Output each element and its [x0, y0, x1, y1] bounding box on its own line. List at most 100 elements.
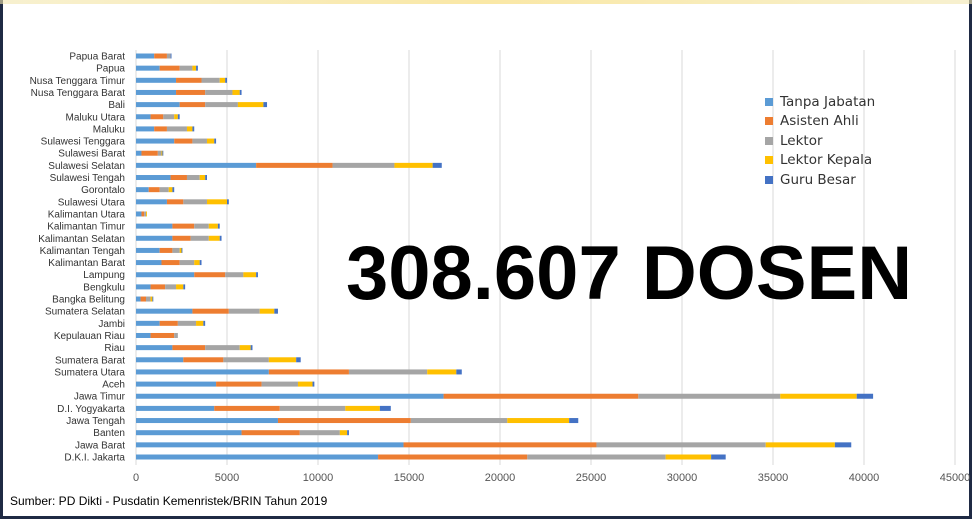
- bar-segment: [150, 114, 164, 120]
- bar-segment: [176, 77, 202, 83]
- legend-label: Guru Besar: [780, 171, 856, 188]
- bar-segment: [148, 187, 160, 193]
- bar-segment: [159, 187, 169, 193]
- bar-segment: [569, 418, 579, 424]
- bar-segment: [172, 345, 206, 351]
- bar-segment: [223, 357, 269, 363]
- bar-segment: [443, 393, 639, 399]
- bar-segment: [219, 77, 226, 83]
- category-label: Aceh: [102, 380, 125, 391]
- bar-segment: [166, 53, 171, 59]
- bar-segment: [217, 223, 220, 229]
- category-label: Banten: [93, 428, 125, 439]
- bar-segment: [174, 114, 178, 120]
- category-label: Sulawesi Tenggara: [41, 137, 126, 148]
- bar-segment: [277, 418, 411, 424]
- x-tick-label: 0: [133, 472, 139, 484]
- category-label: Sulawesi Barat: [58, 149, 125, 160]
- bar-segment: [159, 320, 178, 326]
- bar-segment: [177, 320, 197, 326]
- category-label: Papua: [96, 64, 125, 75]
- bar-segment: [150, 332, 175, 338]
- bar-segment: [136, 369, 269, 375]
- category-label: Sumatera Selatan: [45, 307, 125, 318]
- bar-segment: [136, 53, 155, 59]
- bar-segment: [205, 175, 207, 181]
- bar-segment: [146, 211, 147, 217]
- bar-segment: [140, 296, 147, 302]
- x-tick-label: 20000: [485, 472, 516, 484]
- bar-segment: [144, 211, 147, 217]
- bar-segment: [228, 308, 260, 314]
- bar-segment: [136, 308, 193, 314]
- category-label: Sumatera Utara: [54, 367, 125, 378]
- bar-segment: [205, 102, 238, 108]
- bar-segment: [136, 162, 257, 168]
- bar-segment: [136, 284, 151, 290]
- bar-segment: [162, 150, 164, 156]
- bar-segment: [216, 381, 262, 387]
- legend-item: Asisten Ahli: [765, 112, 875, 132]
- bar-segment: [136, 442, 404, 448]
- x-tick-label: 10000: [303, 472, 334, 484]
- bar-segment: [161, 150, 163, 156]
- bar-segment: [136, 405, 215, 411]
- bar-segment: [205, 345, 240, 351]
- bar-segment: [159, 247, 173, 253]
- top-decor-strip: [0, 0, 972, 4]
- bar-segment: [179, 247, 182, 253]
- bar-segment: [176, 284, 184, 290]
- legend-swatch: [765, 156, 773, 165]
- bar-segment: [172, 235, 191, 241]
- bar-segment: [378, 454, 528, 460]
- bar-segment: [136, 260, 162, 266]
- bar-segment: [765, 442, 835, 448]
- category-label: Lampung: [83, 270, 125, 281]
- bar-segment: [241, 430, 300, 436]
- bar-segment: [427, 369, 457, 375]
- category-label: Kalimantan Utara: [48, 209, 126, 220]
- bar-segment: [141, 150, 158, 156]
- bar-segment: [456, 369, 462, 375]
- bar-segment: [214, 405, 280, 411]
- bar-segment: [136, 332, 151, 338]
- bar-segment: [256, 162, 333, 168]
- bar-segment: [136, 454, 379, 460]
- x-tick-label: 5000: [215, 472, 239, 484]
- bar-segment: [194, 223, 209, 229]
- bar-segment: [136, 65, 160, 71]
- bar-segment: [219, 235, 222, 241]
- bar-segment: [170, 53, 172, 59]
- x-tick-labels: 0 5000 10000 15000 20000 25000 30000 35000 40000…: [133, 472, 970, 484]
- bar-segment: [136, 247, 160, 253]
- bar-segment: [177, 114, 180, 120]
- bar-segment: [227, 199, 229, 205]
- bar-segment: [152, 296, 154, 302]
- category-label: Kalimantan Selatan: [38, 234, 125, 245]
- category-label: Kalimantan Timur: [47, 222, 125, 233]
- bar-segment: [208, 235, 220, 241]
- category-label: Bangka Belitung: [52, 295, 125, 306]
- legend-swatch: [765, 136, 773, 145]
- bar-segment: [136, 138, 175, 144]
- bar-segment: [166, 126, 187, 132]
- bar-segment: [150, 284, 166, 290]
- bar-segment: [136, 114, 151, 120]
- bar-segment: [136, 89, 177, 95]
- bar-series: [136, 53, 874, 460]
- legend-item: Lektor: [765, 131, 875, 151]
- category-label: Nusa Tenggara Barat: [31, 88, 126, 99]
- bar-segment: [332, 162, 395, 168]
- legend-swatch: [765, 175, 773, 184]
- bar-segment: [157, 150, 162, 156]
- bar-segment: [596, 442, 766, 448]
- bar-segment: [348, 369, 428, 375]
- bar-segment: [190, 235, 209, 241]
- category-label: Maluku: [93, 124, 125, 135]
- legend-swatch: [765, 117, 773, 126]
- bar-segment: [136, 223, 173, 229]
- bar-segment: [181, 247, 183, 253]
- bar-segment: [256, 272, 258, 278]
- bar-segment: [711, 454, 726, 460]
